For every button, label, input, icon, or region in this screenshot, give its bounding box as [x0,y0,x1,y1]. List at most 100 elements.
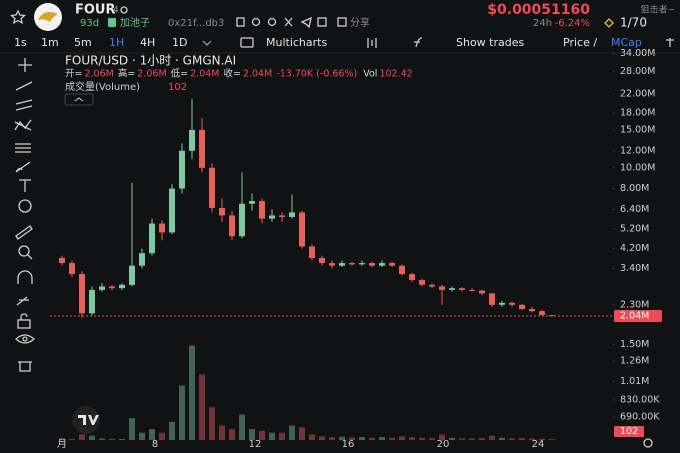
candle-body [339,263,345,266]
volume-bar [289,425,295,440]
axis-settings[interactable] [643,438,653,448]
address[interactable]: 0x21f...db3 [168,18,224,29]
candle-body [229,215,235,237]
y-tick-label: 1.01M [620,376,649,387]
candle-body [109,286,115,289]
volume-bar [89,435,95,440]
y-tick-label: 28.00M [620,66,655,77]
last-price-label: 2.04M [620,311,649,322]
collapse-button[interactable] [64,93,94,106]
volume-bar [359,437,365,440]
candle-body [539,311,545,316]
volume-bar [549,439,555,440]
y-tick-label: 690.00K [620,412,660,423]
share[interactable]: 分享 [350,16,370,29]
price-toggle[interactable]: Price / [563,36,597,49]
x-tick-label: 20 [437,439,450,450]
y-tick-label: 15.00M [620,124,655,135]
show-trades[interactable]: Show trades [456,36,525,49]
interval[interactable]: 1D [172,36,187,49]
candle-body [319,258,325,264]
volume-bar [169,421,175,440]
multicharts-icon[interactable] [240,37,254,48]
rank[interactable]: 1/70 [620,16,647,30]
volume-bar [529,438,535,440]
more[interactable] [666,38,674,47]
drawing-tools[interactable] [14,58,35,372]
candle-body [139,253,145,266]
y-tick-label: 34.00M [620,48,655,59]
candle-body [199,129,205,168]
candle-body [509,302,515,305]
y-tick-label: 12.00M [620,145,655,156]
candle-body [359,263,365,265]
volume-bar [269,432,275,440]
volume-legend-value: 102 [168,82,187,93]
x-tick-label: 16 [342,439,355,450]
y-tick-label: 5.20M [620,223,649,234]
ohlc-key: 收= [223,68,240,80]
candle-body [429,284,435,287]
volume-bar [369,437,375,440]
last-volume-tag [614,426,644,437]
candle-body [459,288,465,290]
chart-title: FOUR/USD · 1小时 · GMGN.AI [65,54,236,68]
add-pool[interactable]: 加池子 [120,16,150,29]
y-tick-label: 4.20M [620,243,649,254]
y-tick-label: 6.40M [620,204,649,215]
interval[interactable]: 5m [74,36,92,49]
candle-body [129,265,135,285]
header-bg [0,0,680,34]
back-star[interactable] [9,9,27,25]
snipers[interactable]: 狙击者~ [640,4,675,16]
volume-bar [469,438,475,440]
ohlc-legend: 开= 2.06M 高= 2.06M 低= 2.04M 收= 2.04M -13.70K (-0.… [65,68,413,80]
ohlc-value: 2.04M [190,69,219,80]
candle-body [209,167,215,208]
y-tick-label: 18.00M [620,107,655,118]
interval-dropdown[interactable] [202,40,212,46]
volume-bar [539,438,545,440]
candle-body [309,246,315,259]
interval[interactable]: 4H [140,36,155,49]
candle-body [499,302,505,305]
volume-bar [409,437,415,440]
candle-body [239,203,245,237]
y-tick-label: 22.00M [620,89,655,100]
volume-bar [379,437,385,440]
candle-body [119,284,125,289]
token-logo-mark [38,12,58,22]
interval[interactable]: 1m [41,36,59,49]
ohlc-key: 开= [65,69,82,80]
interval[interactable]: 1H [109,36,124,49]
volume-bar [299,427,305,440]
y-tick-label: 1.26M [620,355,649,366]
volume-bar [389,437,395,440]
candle-body [279,215,285,217]
candle-body [389,263,395,266]
mcap-toggle[interactable]: MCap [611,36,642,49]
candle-body [489,293,495,305]
x-tick-label: 8 [152,439,158,450]
volume-bar [209,407,215,440]
change: -13.70K (-0.66%) [276,69,357,80]
tv-logo [72,406,100,434]
candle-body [79,274,85,314]
indicator-icon[interactable] [367,38,377,48]
rank-icon [604,18,614,28]
fx-icon[interactable] [414,37,423,48]
change: -6.24% [555,18,590,29]
multicharts[interactable]: Multicharts [266,36,327,49]
candle-body [449,288,455,290]
volume-bar [319,436,325,440]
volume-bar [149,429,155,440]
header-icons[interactable] [236,16,347,29]
last-volume-label: 102 [620,426,638,437]
holders-icon [120,6,128,14]
volume-bar [109,438,115,440]
plot-area[interactable]: 34.00M 28.00M 22.00M 18.00M 15.00M 12.00M 10.0… [50,48,662,450]
holders: 4 [113,6,119,16]
interval[interactable]: 1s [14,36,27,49]
